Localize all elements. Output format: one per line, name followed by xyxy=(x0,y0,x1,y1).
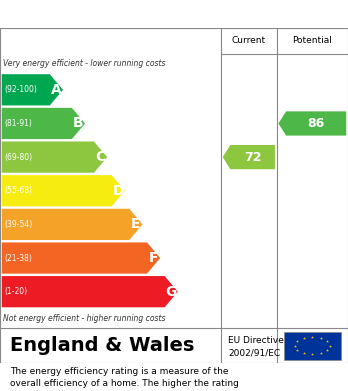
Text: (1-20): (1-20) xyxy=(4,287,27,296)
Text: F: F xyxy=(149,251,158,265)
Text: The energy efficiency rating is a measure of the
overall efficiency of a home. T: The energy efficiency rating is a measur… xyxy=(10,367,239,391)
Text: C: C xyxy=(95,150,106,164)
Text: Potential: Potential xyxy=(292,36,332,45)
Polygon shape xyxy=(2,142,107,173)
Text: E: E xyxy=(131,217,141,231)
Polygon shape xyxy=(2,209,143,240)
Text: Energy Efficiency Rating: Energy Efficiency Rating xyxy=(14,7,224,22)
Text: Very energy efficient - lower running costs: Very energy efficient - lower running co… xyxy=(3,59,166,68)
Text: Not energy efficient - higher running costs: Not energy efficient - higher running co… xyxy=(3,314,166,323)
Polygon shape xyxy=(2,74,63,106)
Text: (55-68): (55-68) xyxy=(4,186,32,195)
Polygon shape xyxy=(278,111,346,136)
Text: (39-54): (39-54) xyxy=(4,220,32,229)
Text: A: A xyxy=(51,83,62,97)
Text: Current: Current xyxy=(232,36,266,45)
Text: (21-38): (21-38) xyxy=(4,253,32,262)
Text: 2002/91/EC: 2002/91/EC xyxy=(228,348,280,357)
Text: (81-91): (81-91) xyxy=(4,119,32,128)
Polygon shape xyxy=(2,276,178,307)
Text: 72: 72 xyxy=(244,151,261,163)
Text: G: G xyxy=(166,285,177,299)
Polygon shape xyxy=(2,242,160,274)
Text: England & Wales: England & Wales xyxy=(10,336,195,355)
Text: EU Directive: EU Directive xyxy=(228,336,284,345)
Text: D: D xyxy=(112,184,124,198)
Bar xyxy=(284,332,341,359)
Polygon shape xyxy=(223,145,275,169)
Text: (92-100): (92-100) xyxy=(4,85,37,94)
Polygon shape xyxy=(2,175,125,206)
Text: (69-80): (69-80) xyxy=(4,152,32,161)
Text: B: B xyxy=(73,117,84,131)
Polygon shape xyxy=(2,108,85,139)
Text: 86: 86 xyxy=(308,117,325,130)
